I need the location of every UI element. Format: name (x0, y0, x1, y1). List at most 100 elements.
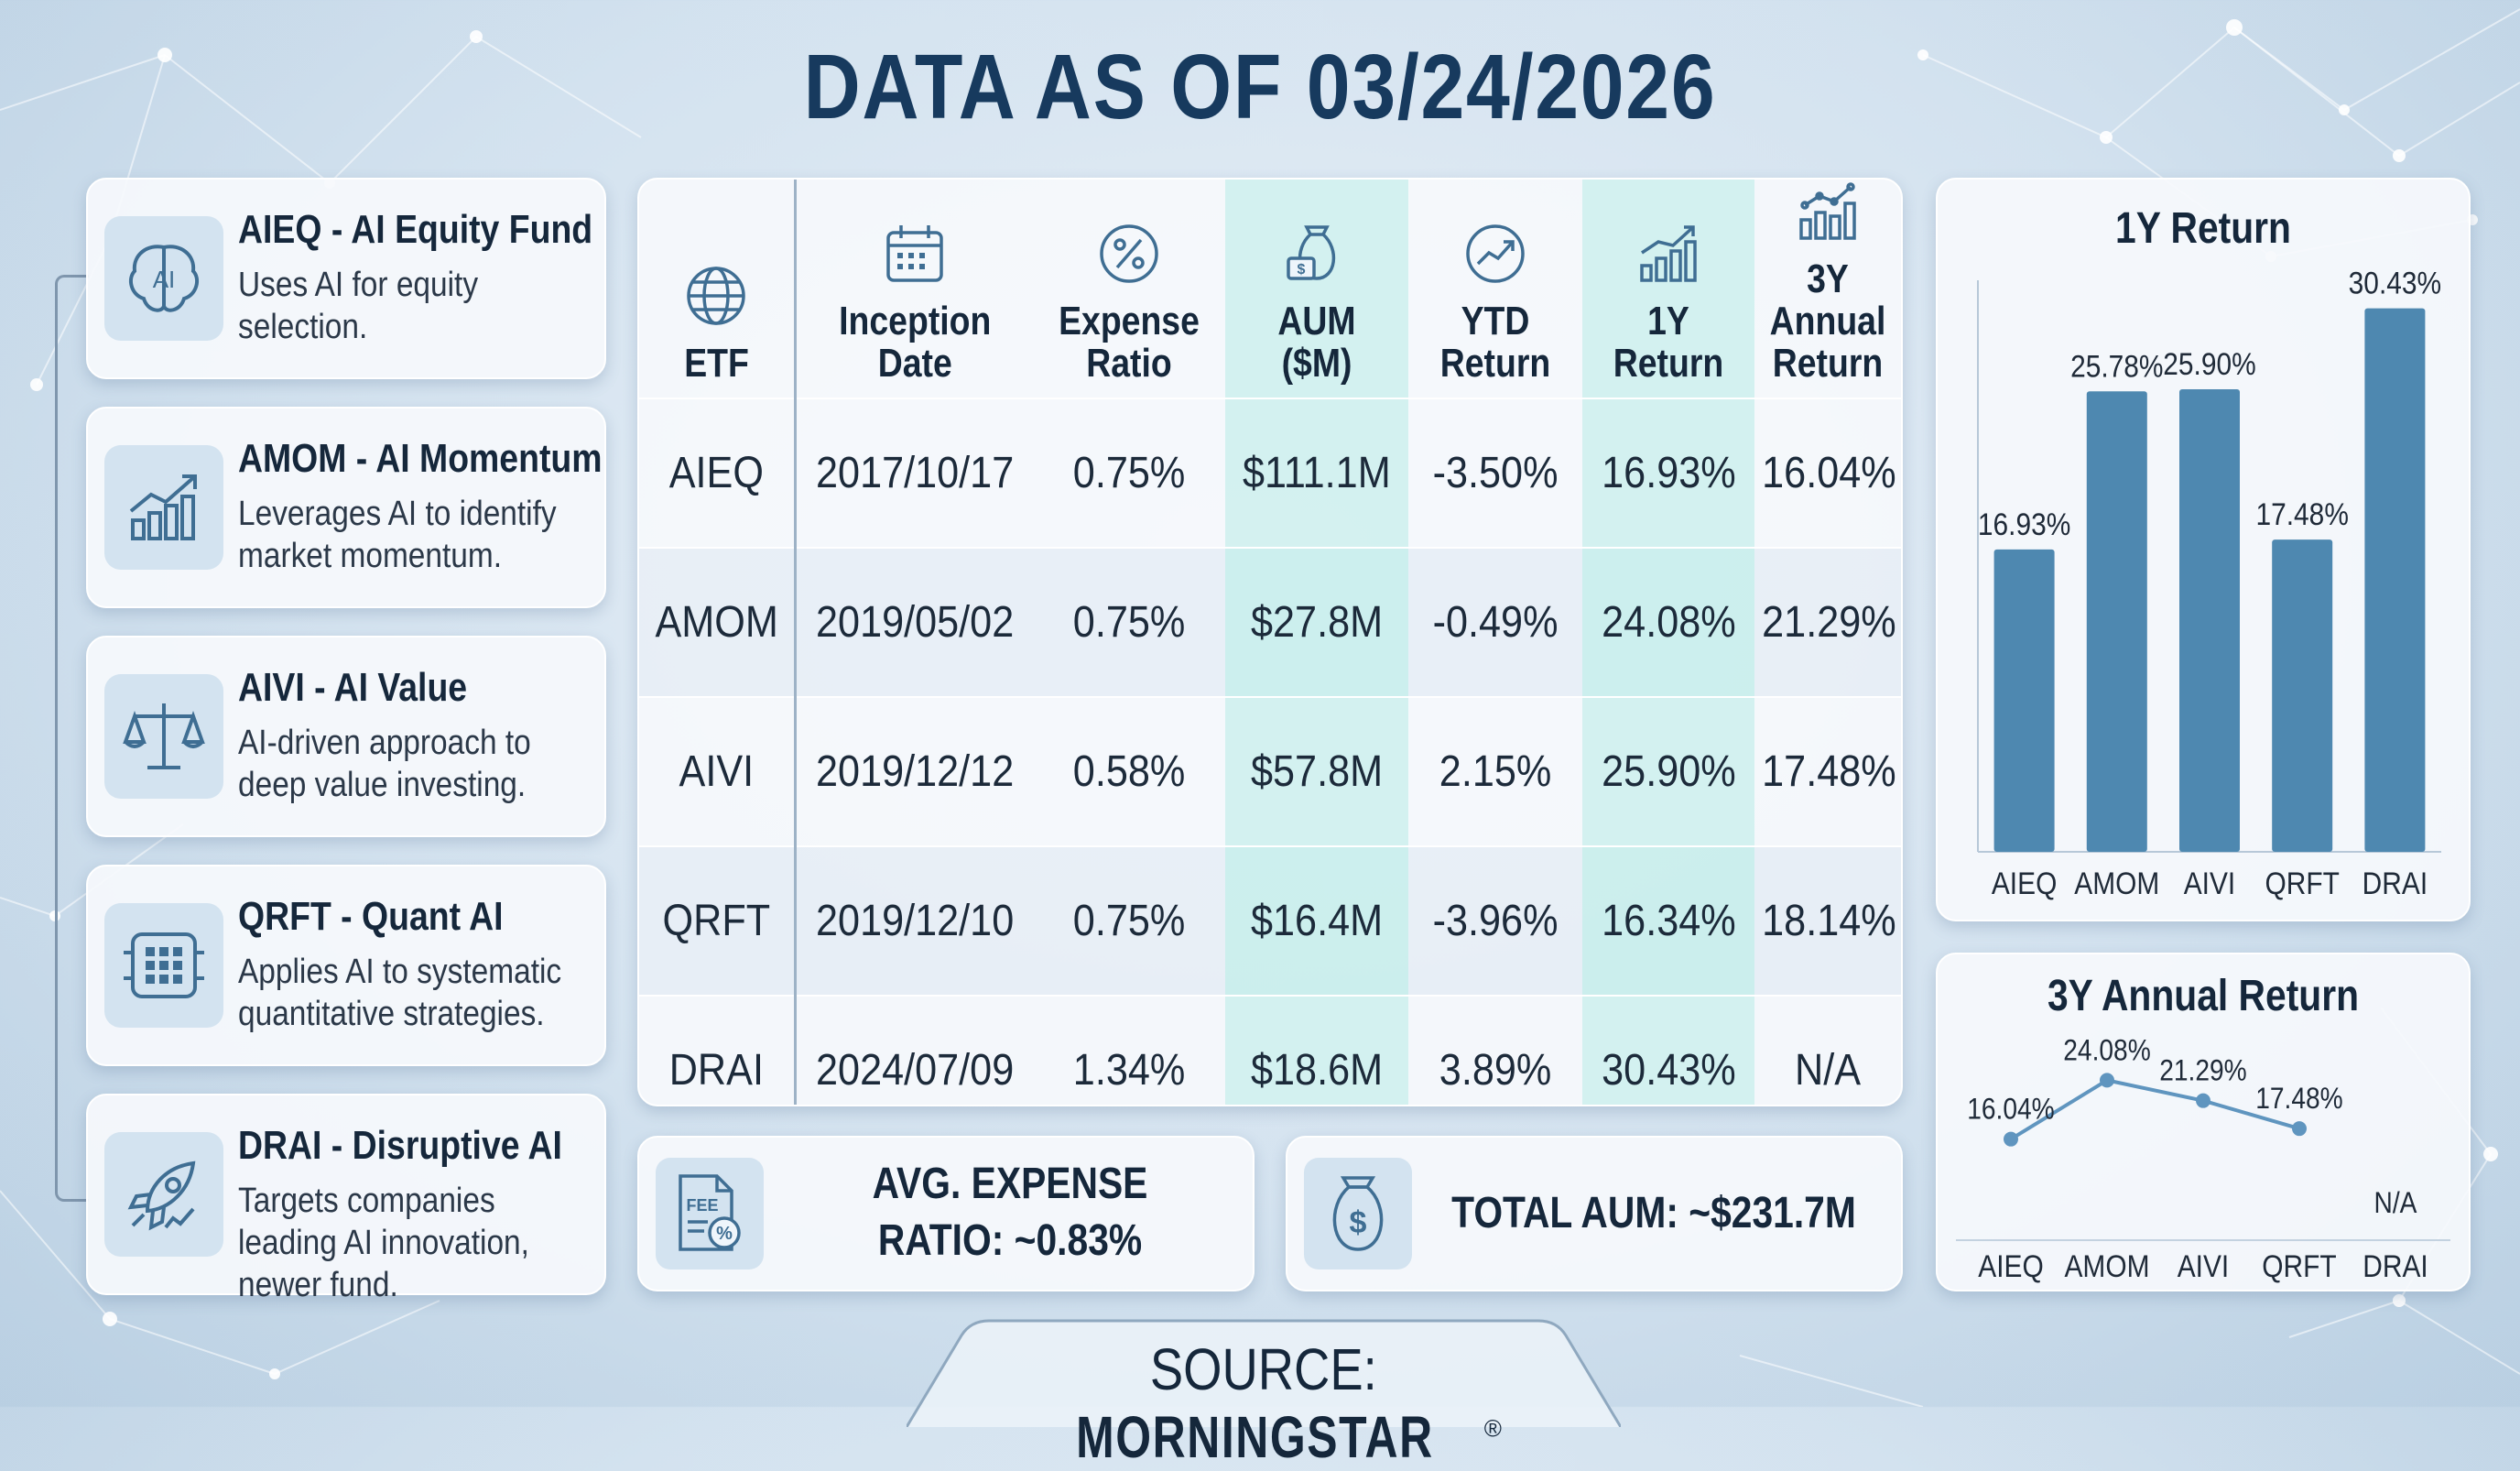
table-row: QRFT 2019/12/10 0.75% $16.4M -3.96% 16.3… (639, 845, 1901, 996)
table-cell: AIVI (639, 696, 797, 846)
table-cell: $18.6M (1225, 995, 1408, 1105)
table-cell: N/A (1754, 995, 1901, 1105)
table-cell: 18.14% (1754, 845, 1901, 996)
column-header-1y-return: 1Y Return (1582, 180, 1754, 398)
table-cell: 21.29% (1754, 547, 1901, 697)
column-header-aum: $ AUM ($M) (1225, 180, 1408, 398)
data-point-aivi (2196, 1093, 2210, 1108)
bar-data-label: 25.90% (2163, 346, 2255, 381)
fund-card-qrft: QRFT - Quant AI Applies AI to systematic… (86, 865, 606, 1066)
column-header-ytd-return: YTD Return (1408, 180, 1582, 398)
x-tick-label: AIVI (2178, 1248, 2230, 1283)
calendar-icon (886, 225, 943, 282)
table-cell: $27.8M (1225, 547, 1408, 697)
table-cell: 0.58% (1033, 696, 1225, 846)
fund-name: DRAI - Disruptive AI (238, 1123, 562, 1168)
table-row: AIVI 2019/12/12 0.58% $57.8M 2.15% 25.90… (639, 696, 1901, 846)
fund-name: QRFT - Quant AI (238, 894, 504, 939)
table-cell: 1.34% (1033, 995, 1225, 1105)
x-tick-label: AMOM (2064, 1248, 2149, 1283)
column-header-3y-annual-return: 3Y Annual Return (1754, 180, 1901, 398)
data-point-amom (2100, 1073, 2114, 1088)
morningstar-logo: MORNINGSTAR (1076, 1404, 1434, 1470)
bar-data-label: 30.43% (2349, 266, 2441, 300)
chart-title: 3Y Annual Return (2047, 972, 2360, 1020)
x-tick-label: DRAI (2362, 1248, 2428, 1283)
column-header-expense-ratio: Expense Ratio (1033, 180, 1225, 398)
svg-text:$: $ (1298, 262, 1306, 278)
fund-name: AMOM - AI Momentum (238, 436, 603, 481)
x-tick-label: DRAI (2362, 866, 2428, 900)
point-data-label: 16.04% (1967, 1094, 2054, 1126)
table-cell: 3.89% (1408, 995, 1582, 1105)
globe-icon (687, 267, 745, 325)
column-header-etf: ETF (639, 180, 797, 398)
table-cell: -3.96% (1408, 845, 1582, 996)
total-aum-card: $ TOTAL AUM: ~$231.7M (1286, 1136, 1903, 1291)
table-cell: 2.15% (1408, 696, 1582, 846)
circuit-grid-icon (104, 903, 223, 1028)
table-row: AIEQ 2017/10/17 0.75% $111.1M -3.50% 16.… (639, 398, 1901, 548)
x-tick-label: QRFT (2265, 866, 2339, 900)
table-cell: 30.43% (1582, 995, 1754, 1105)
series-line (2009, 1078, 2300, 1141)
point-data-label-na: N/A (2374, 1187, 2418, 1219)
fund-description: Leverages AI to identify market momentum… (238, 495, 557, 575)
table-cell: -3.50% (1408, 398, 1582, 548)
table-cell: AIEQ (639, 398, 797, 548)
data-point-qrft (2292, 1121, 2307, 1137)
bar-data-label: 16.93% (1978, 507, 2070, 541)
x-tick-label: AIEQ (1992, 866, 2057, 900)
table-cell: 2019/12/12 (795, 696, 1033, 846)
bar-amom (2086, 391, 2147, 852)
table-header-row: ETF Inception Date Expense Ratio (639, 180, 1901, 398)
table-cell: 0.75% (1033, 547, 1225, 697)
bar-qrft (2272, 539, 2333, 852)
table-cell: $111.1M (1225, 398, 1408, 548)
source-footer: SOURCE: MORNINGSTAR ® (907, 1317, 1621, 1470)
fund-card-drai: DRAI - Disruptive AI Targets companies l… (86, 1094, 606, 1304)
table-cell: 24.08% (1582, 547, 1754, 697)
source-label: SOURCE: MORNINGSTAR ® (1076, 1336, 1502, 1470)
bar-up-icon (1640, 225, 1697, 282)
percent-icon (1100, 224, 1158, 283)
table-cell: $57.8M (1225, 696, 1408, 846)
money-bag-icon: $ (1304, 1158, 1412, 1269)
fund-description: AI-driven approach to deep value investi… (238, 724, 531, 804)
table-cell: 25.90% (1582, 696, 1754, 846)
bar-growth-icon (1799, 182, 1856, 240)
fund-name: AIEQ - AI Equity Fund (238, 207, 593, 252)
fund-card-aivi: AIVI - AI Value AI-driven approach to de… (86, 636, 606, 837)
total-aum-text: TOTAL AUM: ~$231.7M (1451, 1189, 1856, 1237)
point-data-label: 24.08% (2063, 1035, 2150, 1067)
fund-description: Uses AI for equity selection. (238, 266, 479, 346)
avg-expense-card: FEE % AVG. EXPENSE RATIO: ~0.83% (637, 1136, 1255, 1291)
one-year-return-chart-card: 1Y Return 16.93% AIEQ 25.78% AMOM 25.90% AIVI… (1936, 178, 2471, 921)
page-title: DATA AS OF 03/24/2026 (803, 36, 1717, 138)
bar-drai (2364, 308, 2426, 852)
data-point-aieq (2004, 1131, 2018, 1147)
footer-banner-shape (907, 1319, 1621, 1427)
table-cell: 2017/10/17 (795, 398, 1033, 548)
table-cell: QRFT (639, 845, 797, 996)
fee-document-icon: FEE % (656, 1158, 764, 1269)
table-cell: 16.34% (1582, 845, 1754, 996)
bar-aieq (1993, 549, 2055, 852)
svg-text:FEE: FEE (686, 1196, 718, 1215)
fund-description: Targets companies leading AI innovation,… (238, 1182, 529, 1304)
money-bag-icon: $ (1287, 225, 1336, 280)
bar-data-label: 17.48% (2255, 496, 2348, 531)
rocket-icon (104, 1132, 223, 1257)
table-cell: 0.75% (1033, 845, 1225, 996)
ai-brain-icon: AI (104, 216, 223, 341)
fund-description: Applies AI to systematic quantitative st… (238, 953, 562, 1033)
table-cell: $16.4M (1225, 845, 1408, 996)
x-tick-label: AIEQ (1978, 1248, 2043, 1283)
table-cell: AMOM (639, 547, 797, 697)
table-cell: 16.04% (1754, 398, 1901, 548)
table-cell: 0.75% (1033, 398, 1225, 548)
column-header-inception-date: Inception Date (795, 180, 1033, 398)
balance-scale-icon (104, 674, 223, 799)
table-cell: 2024/07/09 (795, 995, 1033, 1105)
trend-chart-icon (104, 445, 223, 570)
